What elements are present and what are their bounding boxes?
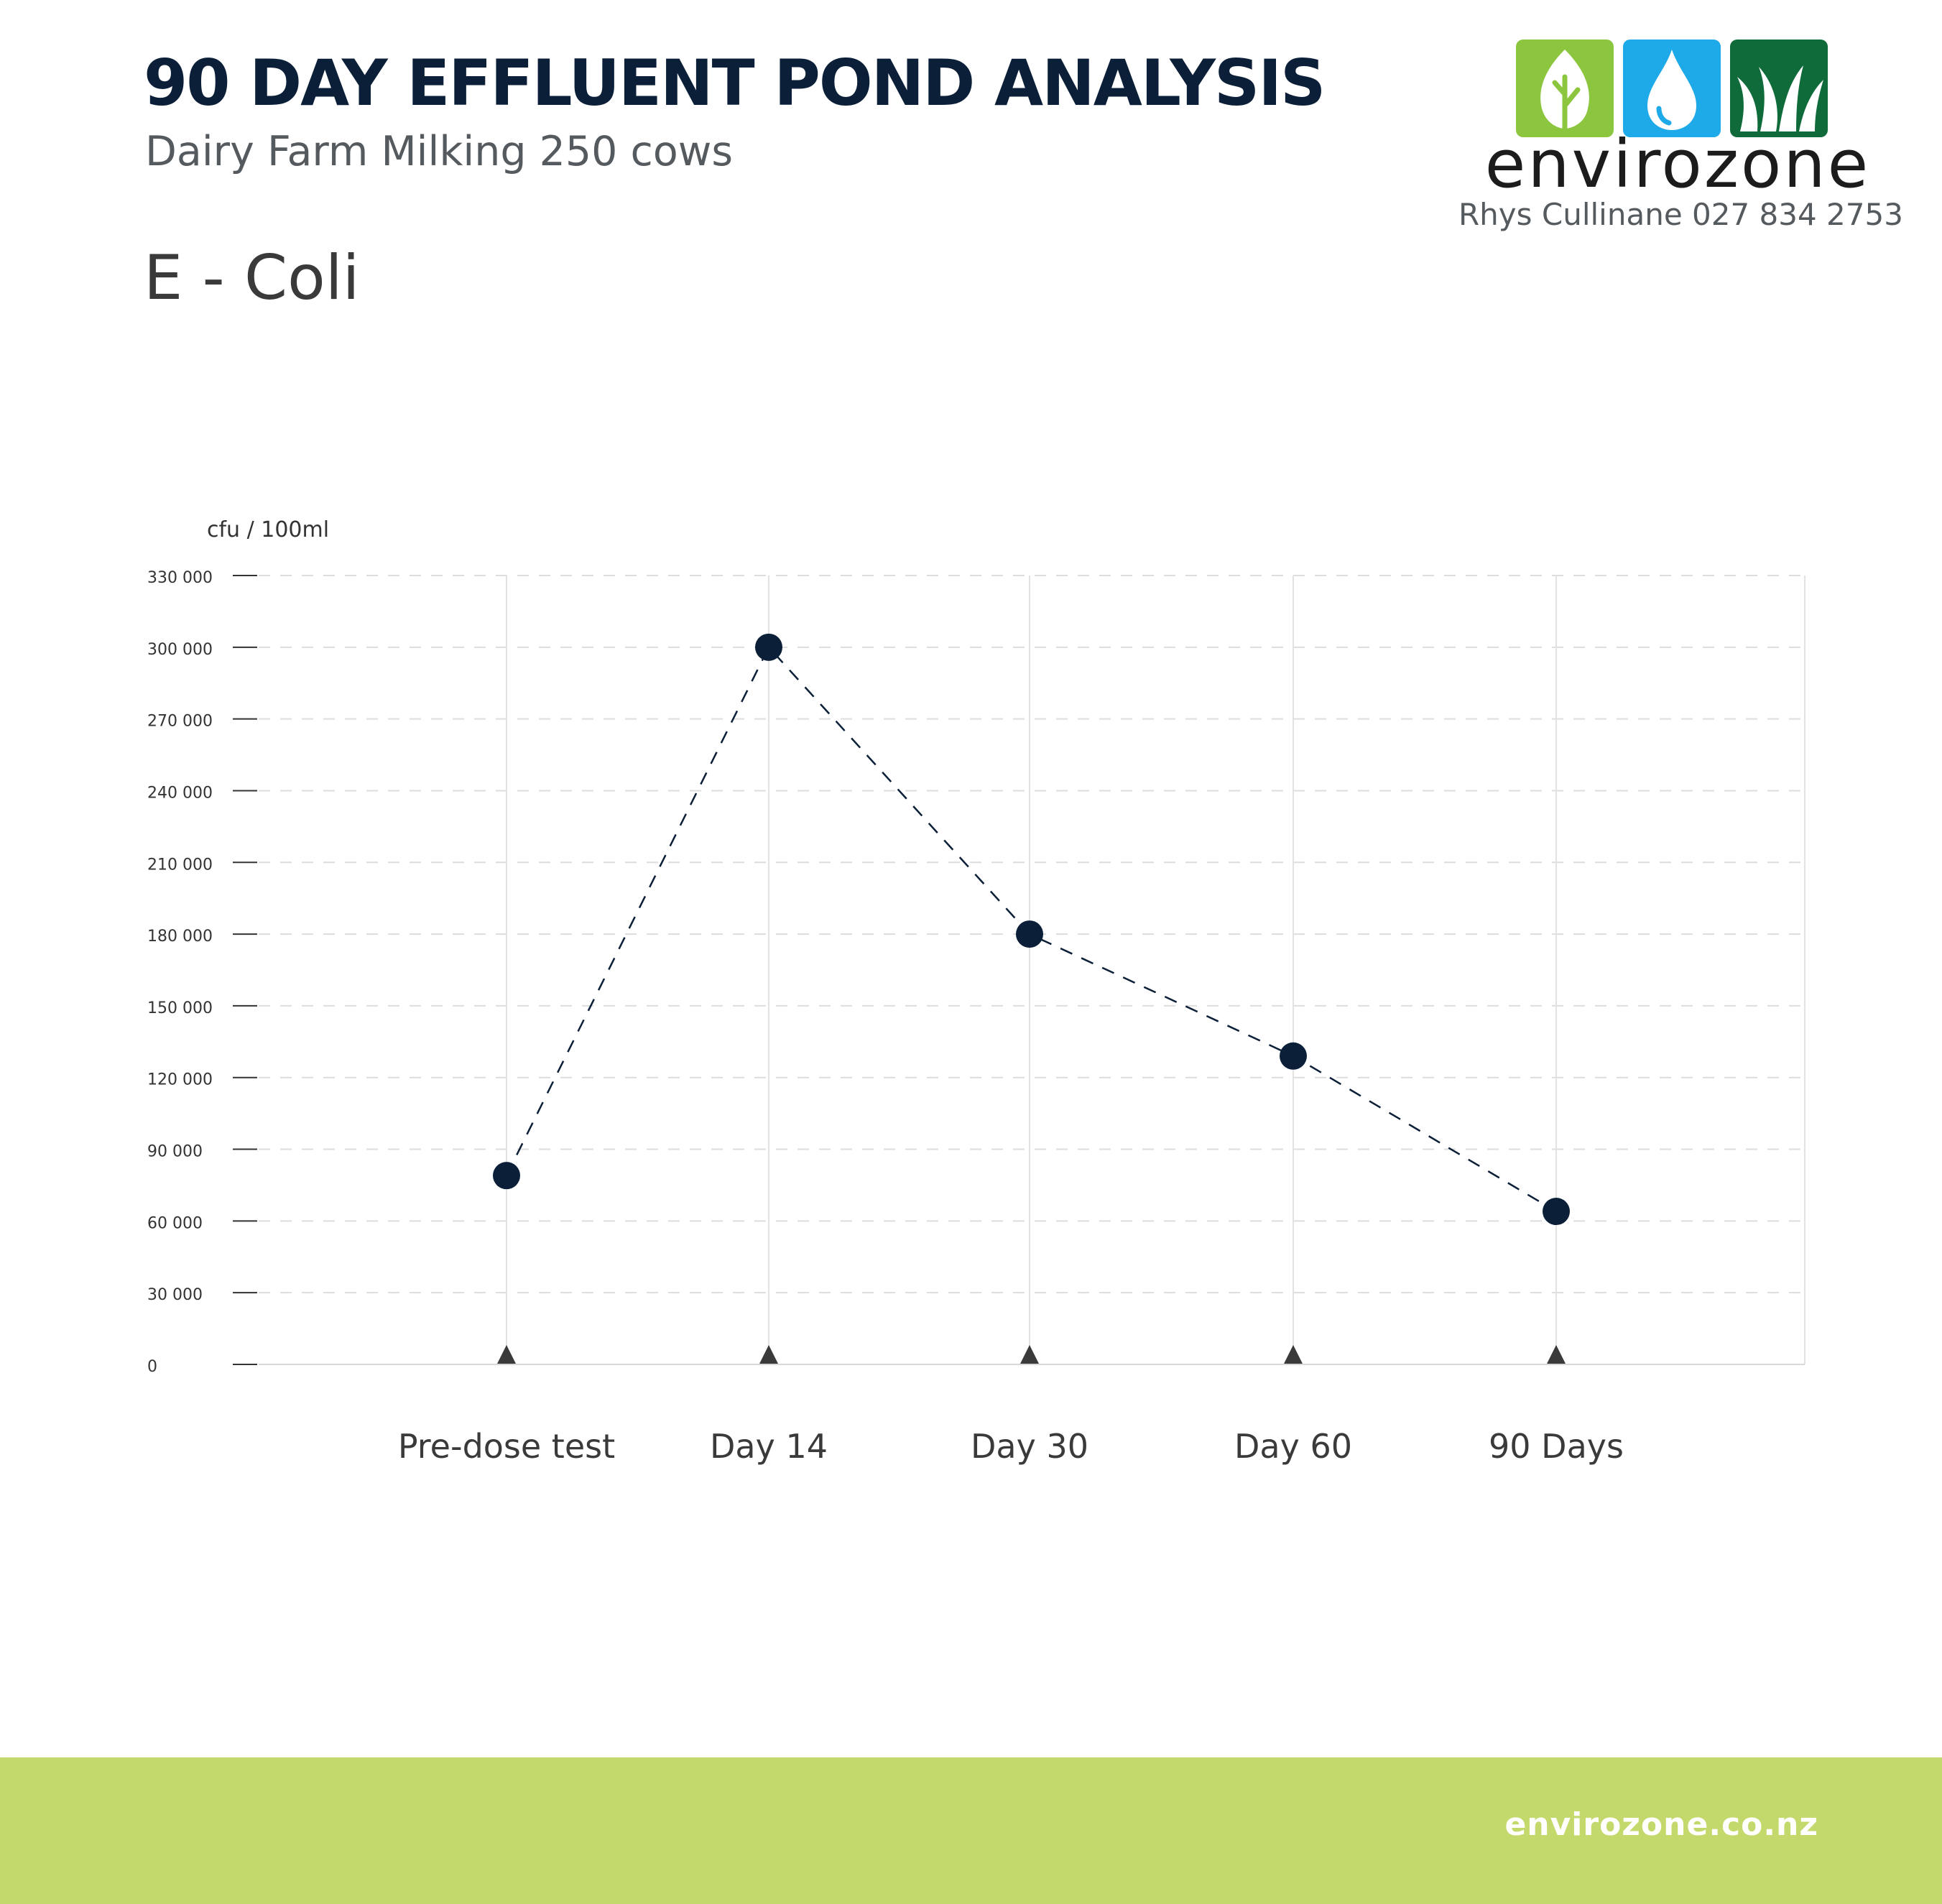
y-tick-label: 270 000 [147,713,213,731]
y-tick-label: 120 000 [147,1071,213,1089]
x-tick-triangle [497,1345,516,1364]
grass-icon [1730,40,1828,137]
y-tick-label: 240 000 [147,784,213,802]
x-tick-label: Day 60 [1234,1427,1352,1466]
x-tick-triangle [1284,1345,1303,1364]
y-tick-label: 90 000 [147,1143,203,1161]
data-point [755,633,782,661]
data-point [1543,1198,1570,1226]
data-point [1280,1042,1307,1070]
section-title: E - Coli [144,242,360,314]
y-tick-label: 0 [147,1358,157,1376]
y-tick-label: 60 000 [147,1214,203,1232]
x-tick-label: Day 14 [710,1427,828,1466]
x-tick-label: Day 30 [971,1427,1088,1466]
y-tick-label: 150 000 [147,999,213,1017]
footer-bar: envirozone.co.nz [0,1757,1942,1904]
brand-name: envirozone [1484,126,1871,203]
data-point [493,1162,520,1190]
x-tick-triangle [759,1345,778,1364]
x-tick-label: Pre-dose test [398,1427,615,1466]
y-tick-label: 330 000 [147,569,213,587]
x-tick-triangle [1547,1345,1566,1364]
contact-info: Rhys Cullinane 027 834 2753 [1458,197,1903,232]
y-tick-label: 300 000 [147,641,213,659]
x-tick-label: 90 Days [1489,1427,1624,1466]
y-tick-label: 180 000 [147,928,213,946]
website-link[interactable]: envirozone.co.nz [1504,1806,1818,1843]
y-axis-title: cfu / 100ml [207,517,329,542]
y-tick-label: 30 000 [147,1286,203,1304]
water-drop-icon [1623,40,1721,137]
leaf-icon [1516,40,1614,137]
page-title: 90 DAY EFFLUENT POND ANALYSIS [144,46,1326,120]
page-subtitle: Dairy Farm Milking 250 cows [145,128,734,175]
x-tick-triangle [1020,1345,1039,1364]
envirozone-logo [1466,40,1882,241]
y-tick-label: 210 000 [147,856,213,874]
data-point [1016,920,1043,948]
